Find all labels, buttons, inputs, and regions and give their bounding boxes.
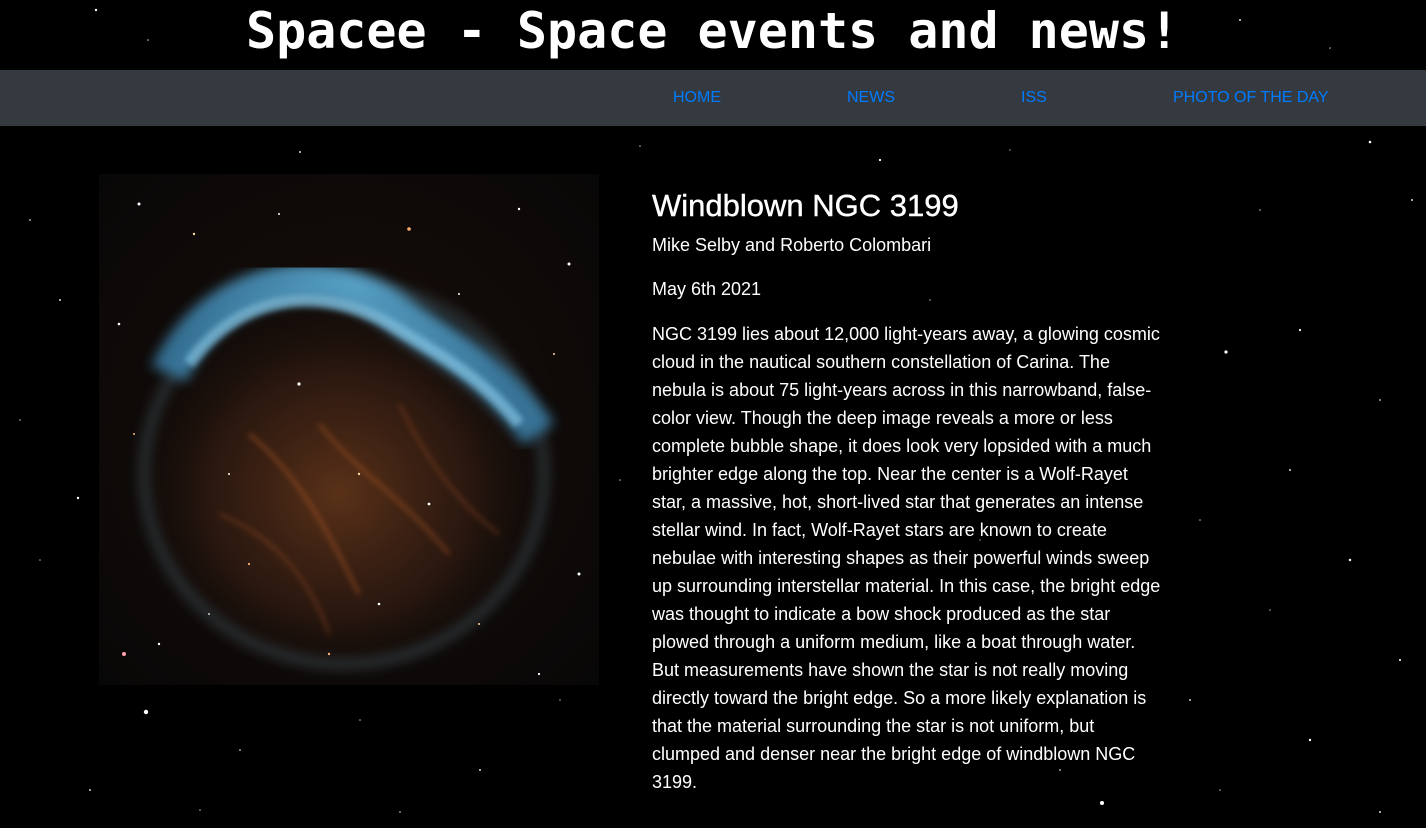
nav-photo-of-the-day-link[interactable]: PHOTO OF THE DAY — [1173, 89, 1329, 106]
site-title: Spacee - Space events and news! — [246, 2, 1180, 60]
apod-credit: Mike Selby and Roberto Colombari — [652, 235, 932, 255]
nav-news-link[interactable]: NEWS — [847, 89, 895, 106]
navbar: HOME NEWS ISS PHOTO OF THE DAY — [0, 70, 1426, 126]
nav-iss-link[interactable]: ISS — [1021, 89, 1047, 106]
nav-home-link[interactable]: HOME — [673, 89, 721, 106]
apod-title: Windblown NGC 3199 — [652, 188, 959, 223]
apod-explanation: NGC 3199 lies about 12,000 light-years a… — [652, 324, 1161, 792]
apod-image — [99, 174, 599, 685]
apod-content: Windblown NGC 3199 Mike Selby and Robert… — [652, 184, 1164, 796]
apod-date: May 6th 2021 — [652, 279, 762, 299]
